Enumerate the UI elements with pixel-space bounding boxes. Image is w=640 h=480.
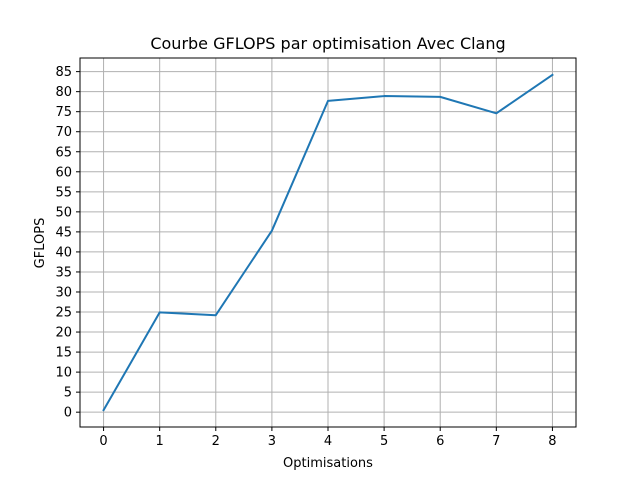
y-tick-label: 5 <box>64 386 72 401</box>
series-line-0 <box>102 73 554 412</box>
x-tick-label: 6 <box>436 434 444 449</box>
y-tick-label: 30 <box>55 285 72 300</box>
series-layer <box>102 73 554 412</box>
y-tick-label: 10 <box>55 366 72 381</box>
y-tick-label: 20 <box>55 326 72 341</box>
y-tick-label: 15 <box>55 346 72 361</box>
y-tick-label: 40 <box>55 245 72 260</box>
x-tick-label: 0 <box>99 434 107 449</box>
y-tick-label: 35 <box>55 265 72 280</box>
y-tick-label: 50 <box>55 205 72 220</box>
grid-layer <box>80 58 576 427</box>
y-tick-label: 0 <box>64 406 72 421</box>
ticks-layer: 0 1 2 3 4 5 6 7 80510152025303540455055606570758… <box>55 65 556 449</box>
y-tick-label: 70 <box>55 125 72 140</box>
x-tick-label: 7 <box>492 434 500 449</box>
x-tick-label: 8 <box>548 434 556 449</box>
x-axis-label: Optimisations <box>283 456 373 471</box>
y-tick-label: 65 <box>55 145 72 160</box>
y-tick-label: 85 <box>55 65 72 80</box>
y-tick-label: 60 <box>55 165 72 180</box>
y-axis-label: GFLOPS <box>33 218 48 269</box>
x-tick-label: 2 <box>212 434 220 449</box>
x-tick-label: 1 <box>156 434 164 449</box>
x-tick-label: 4 <box>324 434 332 449</box>
x-tick-label: 5 <box>380 434 388 449</box>
y-tick-label: 25 <box>55 306 72 321</box>
y-tick-label: 75 <box>55 105 72 120</box>
x-tick-label: 3 <box>268 434 276 449</box>
chart-title: Courbe GFLOPS par optimisation Avec Clan… <box>150 34 505 53</box>
y-tick-label: 55 <box>55 185 72 200</box>
y-tick-label: 80 <box>55 85 72 100</box>
y-tick-label: 45 <box>55 225 72 240</box>
